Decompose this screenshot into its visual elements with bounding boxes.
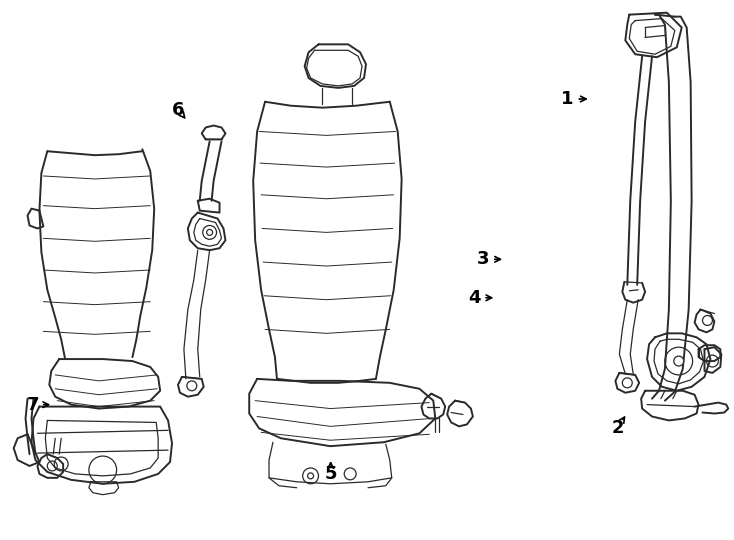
Text: 1: 1: [561, 90, 573, 108]
Text: 2: 2: [611, 418, 624, 437]
Text: 3: 3: [477, 251, 490, 268]
Circle shape: [308, 473, 313, 479]
Text: 4: 4: [468, 289, 481, 307]
Text: 5: 5: [324, 465, 337, 483]
Text: 7: 7: [26, 396, 39, 414]
Text: 6: 6: [172, 100, 184, 119]
Circle shape: [674, 356, 683, 366]
Circle shape: [207, 230, 213, 235]
